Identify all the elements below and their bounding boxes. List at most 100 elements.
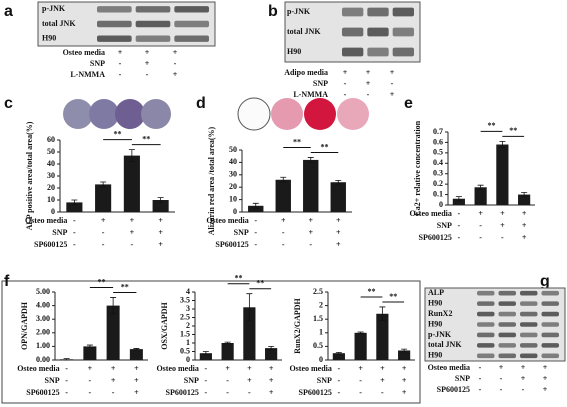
condition-sign: - (338, 364, 341, 373)
y-tick-label: 3.5 (180, 295, 190, 304)
y-tick-label: 1.5 (313, 314, 323, 323)
blot-band (498, 301, 516, 306)
bar (275, 179, 291, 212)
bar (221, 343, 234, 360)
error-bar (401, 348, 408, 353)
condition-sign: - (254, 216, 257, 225)
condition-sign: + (522, 209, 527, 218)
y-tick-label: 20 (229, 182, 237, 191)
significance-label: ** (142, 134, 150, 143)
y-tick-label: 2 (186, 321, 190, 330)
stain-well (63, 99, 93, 129)
condition-sign: + (247, 376, 252, 385)
panel-letter: e (404, 95, 413, 112)
stain-well (115, 99, 145, 129)
stain-well (304, 98, 336, 130)
stain-well (89, 99, 119, 129)
bar (496, 144, 509, 205)
condition-sign: + (158, 228, 163, 237)
condition-sign: - (146, 70, 149, 79)
blot-band (520, 311, 538, 317)
blot-band (541, 301, 559, 306)
condition-sign: + (380, 364, 385, 373)
blot-band (174, 6, 209, 13)
y-tick-label: 10 (47, 195, 55, 204)
error-bar (246, 293, 253, 322)
y-tick-label: 40 (229, 157, 237, 166)
error-bar (110, 297, 117, 315)
condition-sign: - (282, 228, 285, 237)
condition-label: L-NMMA (293, 90, 328, 99)
y-tick-label: 1.00 (36, 341, 50, 350)
y-tick-label: 0 (233, 207, 237, 216)
condition-sign: - (112, 388, 115, 397)
blot-band (477, 332, 495, 338)
error-bar (100, 181, 107, 188)
blot-band (135, 6, 171, 13)
blot-row-label: RunX2 (428, 309, 452, 318)
bar (474, 187, 487, 205)
condition-sign: - (205, 364, 208, 373)
bar (332, 353, 345, 360)
bar (398, 350, 411, 360)
error-bar (280, 176, 287, 183)
blot-band (520, 343, 538, 348)
condition-sign: - (479, 374, 482, 383)
condition-sign: - (282, 240, 285, 249)
y-tick-label: 3 (186, 304, 190, 313)
y-tick-label: 30 (47, 171, 55, 180)
condition-sign: + (130, 228, 135, 237)
error-bar (335, 179, 342, 185)
condition-label: SP600125 (419, 233, 452, 242)
blot-band (135, 20, 171, 28)
condition-sign: + (145, 48, 150, 57)
y-tick-label: 1.5 (180, 329, 190, 338)
condition-sign: + (173, 48, 178, 57)
condition-label: SNP (234, 228, 249, 237)
error-bar (477, 184, 484, 190)
bar (199, 353, 212, 360)
blot-band (367, 7, 389, 17)
blot-band (342, 7, 364, 17)
condition-sign: - (254, 228, 257, 237)
blot-row-label: total JNK (42, 19, 76, 28)
error-bar (202, 351, 209, 356)
condition-sign: - (500, 374, 503, 383)
bar (66, 202, 83, 212)
blot-band (367, 27, 389, 37)
panel-letter: b (268, 3, 278, 20)
condition-sign: + (308, 216, 313, 225)
condition-label: SNP (455, 374, 470, 383)
condition-sign: + (269, 364, 274, 373)
condition-sign: + (380, 376, 385, 385)
bar (376, 313, 389, 360)
error-bar (128, 149, 135, 162)
condition-sign: - (89, 388, 92, 397)
significance-label: ** (121, 282, 129, 291)
condition-sign: + (281, 216, 286, 225)
stain-well (141, 99, 171, 129)
error-bar (63, 358, 70, 361)
condition-sign: - (73, 216, 76, 225)
blot-band (498, 343, 516, 348)
condition-sign: + (134, 376, 139, 385)
condition-sign: + (308, 228, 313, 237)
condition-sign: - (65, 364, 68, 373)
bar (129, 349, 143, 360)
blot-row-label: H90 (428, 298, 442, 307)
y-axis-label: Ca2+ relative concentration (413, 120, 422, 216)
condition-sign: - (309, 240, 312, 249)
condition-label: SP600125 (299, 388, 332, 397)
condition-sign: + (543, 374, 548, 383)
condition-sign: - (65, 388, 68, 397)
condition-sign: + (366, 79, 371, 88)
condition-sign: + (543, 363, 548, 372)
condition-label: Osteo media (63, 48, 105, 57)
condition-label: Osteo media (428, 363, 470, 372)
condition-sign: + (402, 364, 407, 373)
condition-label: SNP (184, 376, 199, 385)
blot-band (97, 6, 132, 13)
condition-sign: - (73, 240, 76, 249)
bar (106, 305, 120, 360)
condition-label: SNP (437, 221, 452, 230)
